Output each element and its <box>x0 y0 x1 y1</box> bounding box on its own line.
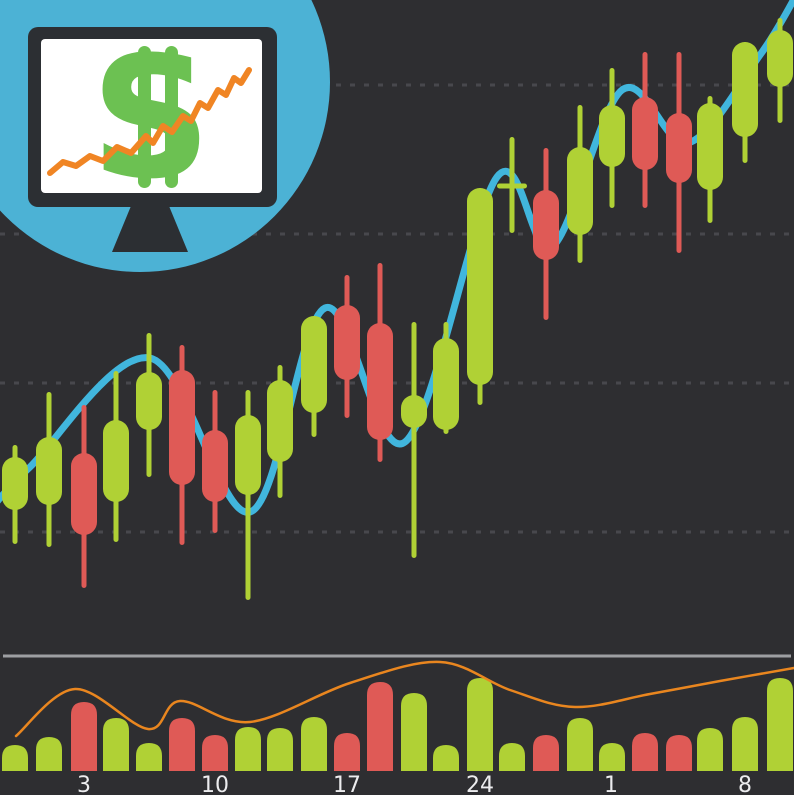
volume-bar-bearish <box>169 718 195 771</box>
candle-body <box>36 437 62 505</box>
candle-body <box>136 372 162 430</box>
volume-bar-bearish <box>71 702 97 771</box>
candle-bearish <box>666 52 692 253</box>
candle-body <box>334 305 360 380</box>
candle-bullish <box>732 42 758 163</box>
candle-body <box>301 316 327 413</box>
gridlines-layer <box>0 83 794 534</box>
candle-bearish <box>632 52 658 208</box>
candle-body <box>235 415 261 495</box>
candle-bearish <box>367 263 393 462</box>
candle-body <box>632 97 658 170</box>
volume-bar-bearish <box>533 735 559 771</box>
candle-body <box>467 188 493 385</box>
x-axis-label: 8 <box>738 773 752 795</box>
x-axis-label: 17 <box>333 773 361 795</box>
candle-body <box>103 420 129 502</box>
candle-body <box>533 190 559 260</box>
candles-layer <box>2 18 793 600</box>
candle-bearish <box>334 275 360 418</box>
x-axis-label: 10 <box>201 773 229 795</box>
candle-bullish <box>136 333 162 477</box>
volume-bar-bullish <box>103 718 129 771</box>
volume-bar-bullish <box>36 737 62 771</box>
volume-bar-bullish <box>235 727 261 771</box>
volume-bar-bullish <box>599 743 625 771</box>
candle-body <box>666 113 692 183</box>
volume-bar-bearish <box>666 735 692 771</box>
candle-body <box>71 453 97 535</box>
volume-bar-bullish <box>499 743 525 771</box>
candle-body <box>433 338 459 430</box>
volume-bar-bearish <box>367 682 393 771</box>
dollar-vertical-bar <box>138 46 151 188</box>
dollar-vertical-bar <box>165 46 178 188</box>
volume-bar-bullish <box>301 717 327 771</box>
candle-bullish <box>467 188 493 405</box>
candle-bearish <box>71 405 97 588</box>
candle-bearish <box>169 345 195 545</box>
x-axis-labels: 3 10 17 24 1 8 <box>77 773 752 795</box>
candle-body <box>697 103 723 190</box>
candle-bullish <box>301 316 327 437</box>
volume-bar-bearish <box>632 733 658 771</box>
x-axis-label: 1 <box>604 773 618 795</box>
candle-bearish <box>533 148 559 320</box>
candle-body <box>599 105 625 167</box>
doji-open-close-bar <box>497 183 527 189</box>
x-axis-label: 3 <box>77 773 91 795</box>
candle-body <box>767 30 793 87</box>
candle-bullish <box>267 365 293 498</box>
icon-growth-zigzag-line <box>47 67 252 176</box>
volume-trend-line <box>14 660 794 738</box>
candle-body <box>169 370 195 485</box>
volume-bar-bullish <box>467 678 493 771</box>
candle-bullish <box>697 96 723 223</box>
candle-bearish <box>202 390 228 533</box>
candle-bullish <box>2 445 28 544</box>
candle-body <box>401 395 427 428</box>
volume-bar-bearish <box>334 733 360 771</box>
candle-body <box>567 147 593 235</box>
volume-bar-bullish <box>732 717 758 771</box>
candle-bullish <box>567 105 593 263</box>
candle-bullish <box>401 322 427 558</box>
candle-wick <box>411 322 417 558</box>
volume-bar-bullish <box>267 728 293 771</box>
volume-bar-bullish <box>136 743 162 771</box>
monitor-screen <box>41 39 262 193</box>
volume-bar-bullish <box>567 718 593 771</box>
candle-bullish <box>235 390 261 600</box>
candle-bullish <box>36 392 62 547</box>
candle-body <box>732 42 758 137</box>
monitor-dollar-growth-icon: S <box>0 0 330 272</box>
volume-bars-layer <box>2 678 793 771</box>
volume-bar-bullish <box>767 678 793 771</box>
candle-bullish <box>767 18 793 123</box>
doji-cross <box>497 137 527 233</box>
volume-bar-bullish <box>2 745 28 771</box>
x-axis-label: 24 <box>466 773 494 795</box>
volume-bar-bearish <box>202 735 228 771</box>
candle-body <box>367 323 393 440</box>
candle-bullish <box>599 68 625 208</box>
monitor-stand <box>112 206 188 252</box>
candle-bullish <box>433 322 459 434</box>
candle-body <box>2 457 28 510</box>
candle-bullish <box>103 371 129 542</box>
volume-bar-bullish <box>401 693 427 771</box>
candle-body <box>267 380 293 462</box>
candle-body <box>202 430 228 502</box>
volume-bar-bullish <box>697 728 723 771</box>
volume-bar-bullish <box>433 745 459 771</box>
